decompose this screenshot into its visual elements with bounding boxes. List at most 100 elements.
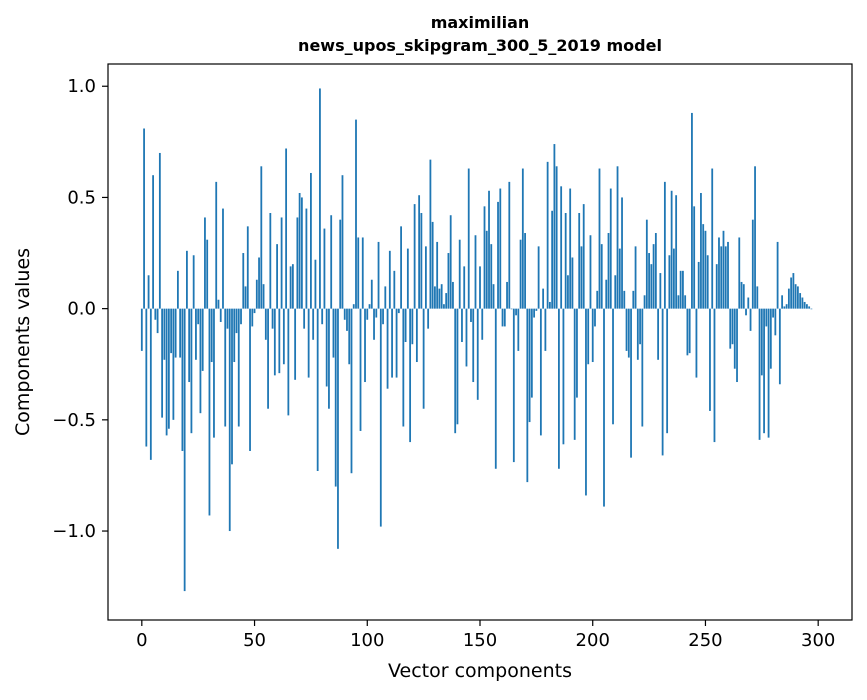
bar	[195, 308, 197, 360]
bar	[787, 288, 790, 309]
bar	[404, 308, 407, 342]
bar	[355, 119, 357, 309]
bar	[494, 308, 497, 469]
bar	[587, 308, 590, 365]
bar	[231, 308, 233, 465]
bar	[745, 308, 747, 316]
bar	[472, 308, 475, 383]
x-tick-label: 50	[243, 630, 266, 651]
bar	[204, 217, 206, 309]
bar	[663, 181, 666, 309]
bar	[666, 308, 669, 434]
bar	[382, 308, 384, 325]
bar	[269, 213, 272, 309]
bar	[740, 281, 743, 309]
bar	[208, 308, 211, 516]
bar	[373, 308, 375, 340]
bar	[140, 308, 143, 351]
bar	[634, 246, 637, 309]
bar	[244, 286, 247, 309]
bar	[427, 308, 430, 329]
bar	[765, 308, 768, 327]
bar	[747, 297, 750, 309]
bar	[440, 284, 443, 309]
bar	[810, 308, 813, 310]
bar	[790, 277, 793, 309]
y-tick-label: 1.0	[67, 76, 96, 97]
bar	[156, 308, 159, 334]
bar	[165, 308, 168, 436]
bar	[727, 241, 729, 309]
bar	[675, 195, 678, 309]
bar	[695, 308, 698, 378]
bar	[785, 304, 788, 309]
bar	[524, 233, 526, 309]
bar	[772, 308, 774, 318]
bar	[361, 237, 364, 309]
bar	[161, 308, 164, 418]
bar	[470, 308, 472, 322]
bar	[720, 246, 723, 309]
bar	[224, 308, 227, 427]
bar	[192, 255, 195, 309]
bar	[391, 308, 393, 378]
bar	[481, 308, 484, 340]
bar	[758, 308, 761, 440]
bar	[456, 308, 459, 425]
bar	[186, 250, 188, 309]
bar	[806, 304, 808, 309]
y-axis-ticks: −1.0 −0.5 0.0 0.5 1.0	[52, 76, 108, 542]
bar	[506, 281, 508, 309]
bar	[294, 308, 297, 380]
bar	[544, 308, 547, 351]
bars-group	[140, 88, 813, 592]
bar	[201, 308, 204, 371]
x-tick-label: 300	[801, 630, 835, 651]
bar	[359, 308, 362, 431]
bar	[280, 217, 283, 309]
bar	[560, 186, 563, 309]
bar	[143, 128, 145, 309]
bar	[386, 308, 389, 389]
bar	[249, 308, 251, 451]
bar	[488, 190, 490, 309]
bar	[661, 308, 664, 456]
bar	[774, 308, 777, 336]
bar	[449, 215, 452, 309]
y-axis-label: Components values	[12, 248, 34, 436]
bar	[607, 233, 610, 309]
bar	[158, 152, 161, 309]
bar	[569, 188, 572, 309]
x-axis-label: Vector components	[388, 660, 572, 682]
bar	[778, 308, 781, 385]
bar	[276, 244, 278, 309]
bar	[530, 308, 533, 398]
bar	[639, 308, 641, 345]
bar	[499, 188, 502, 309]
bar	[564, 213, 567, 309]
bar	[147, 275, 150, 309]
bar	[668, 255, 671, 309]
bar	[794, 284, 797, 309]
bar	[319, 88, 321, 309]
bar	[659, 273, 662, 309]
plot-frame	[107, 63, 853, 621]
y-tick-label: −1.0	[52, 521, 96, 542]
bar	[803, 301, 806, 309]
bar	[553, 144, 556, 309]
bar	[508, 181, 511, 309]
bar	[679, 270, 682, 309]
bar	[255, 279, 258, 309]
bar	[350, 308, 353, 474]
bar	[154, 308, 157, 320]
bar	[783, 306, 786, 309]
bar	[652, 244, 655, 309]
bar	[339, 219, 342, 309]
bar	[447, 253, 450, 309]
bar	[434, 286, 436, 309]
bar	[684, 295, 687, 309]
bar	[738, 237, 741, 309]
bar	[240, 308, 242, 325]
chart-title-line-1: maximilian	[431, 13, 530, 32]
